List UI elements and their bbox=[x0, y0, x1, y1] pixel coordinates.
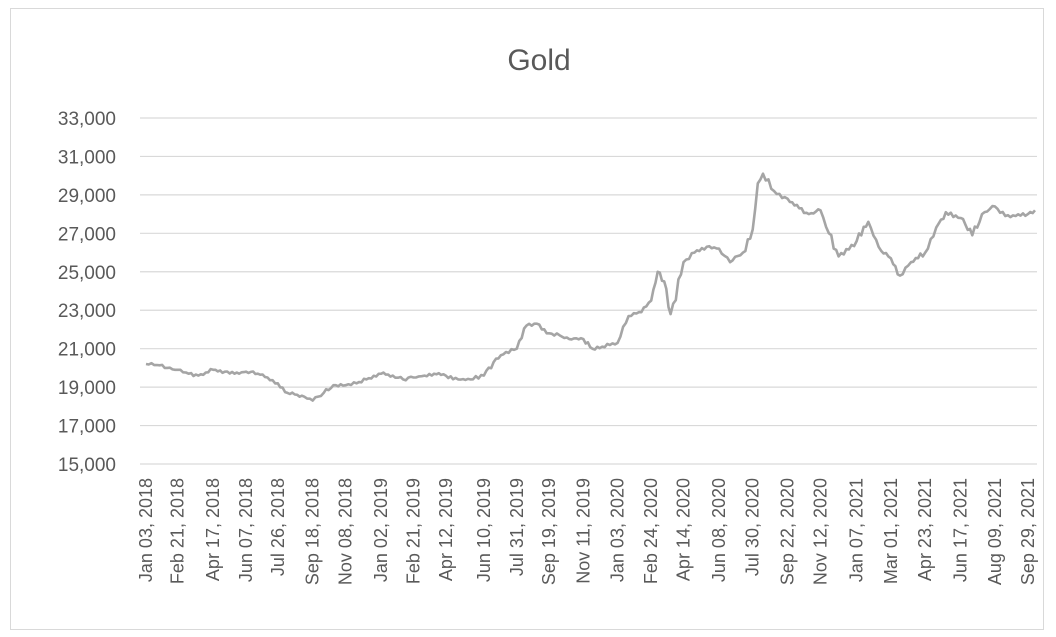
gridlines bbox=[140, 117, 1037, 465]
y-tick-label: 31,000 bbox=[58, 147, 116, 168]
y-tick-label: 23,000 bbox=[58, 301, 116, 322]
x-tick-label: Sep 29, 2021 bbox=[1018, 478, 1038, 585]
y-tick-label: 19,000 bbox=[58, 378, 116, 399]
y-axis-ticks: 15,000 17,000 19,000 21,000 23,000 25,000 27,0… bbox=[58, 109, 116, 476]
x-tick-label: Jul 30, 2020 bbox=[743, 478, 763, 576]
x-tick-label: Jan 03, 2020 bbox=[608, 478, 628, 582]
y-tick-label: 27,000 bbox=[58, 224, 116, 245]
x-tick-label: Nov 12, 2020 bbox=[811, 478, 831, 585]
x-tick-label: Apr 23, 2021 bbox=[915, 478, 935, 581]
x-tick-label: Jun 08, 2020 bbox=[709, 478, 729, 582]
x-tick-label: Mar 01, 2021 bbox=[881, 478, 901, 584]
x-tick-label: Feb 24, 2020 bbox=[641, 478, 661, 584]
x-tick-label: Apr 17, 2018 bbox=[203, 478, 223, 581]
x-axis-ticks: Jan 03, 2018 Feb 21, 2018 Apr 17, 2018 Jun … bbox=[136, 478, 1038, 585]
x-tick-label: Sep 18, 2018 bbox=[303, 478, 323, 585]
y-tick-label: 29,000 bbox=[58, 186, 116, 207]
x-tick-label: Nov 08, 2018 bbox=[336, 478, 356, 585]
x-tick-label: Jul 26, 2018 bbox=[268, 478, 288, 576]
x-tick-label: Jan 07, 2021 bbox=[847, 478, 867, 582]
gold-price-line bbox=[145, 172, 1036, 402]
y-tick-label: 17,000 bbox=[58, 417, 116, 438]
x-tick-label: Feb 21, 2019 bbox=[403, 478, 423, 584]
y-tick-label: 25,000 bbox=[58, 263, 116, 284]
x-tick-label: Feb 21, 2018 bbox=[168, 478, 188, 584]
x-tick-label: Nov 11, 2019 bbox=[573, 478, 593, 584]
y-tick-label: 21,000 bbox=[58, 340, 116, 361]
x-tick-label: Apr 14, 2020 bbox=[674, 478, 694, 581]
x-tick-label: Sep 22, 2020 bbox=[778, 478, 798, 585]
y-tick-label: 15,000 bbox=[58, 455, 116, 476]
x-tick-label: Apr 12, 2019 bbox=[436, 478, 456, 581]
x-tick-label: Jan 02, 2019 bbox=[371, 478, 391, 582]
y-tick-label: 33,000 bbox=[58, 109, 116, 130]
chart-frame bbox=[10, 8, 1044, 630]
x-tick-label: Jul 31, 2019 bbox=[507, 478, 527, 576]
x-tick-label: Sep 19, 2019 bbox=[539, 478, 559, 585]
series-layer bbox=[145, 172, 1036, 402]
x-tick-label: Jan 03, 2018 bbox=[136, 478, 156, 582]
chart-title: Gold bbox=[507, 44, 570, 77]
x-tick-label: Jun 07, 2018 bbox=[236, 478, 256, 582]
x-tick-label: Aug 09, 2021 bbox=[985, 478, 1005, 585]
x-tick-label: Jun 17, 2021 bbox=[951, 478, 971, 582]
x-tick-label: Jun 10, 2019 bbox=[474, 478, 494, 582]
